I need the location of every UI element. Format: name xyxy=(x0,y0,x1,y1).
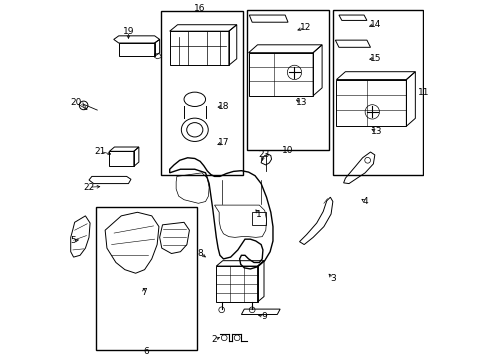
Text: 2: 2 xyxy=(212,335,218,344)
Text: 11: 11 xyxy=(417,87,429,96)
Text: 4: 4 xyxy=(362,197,368,206)
Text: 6: 6 xyxy=(144,347,149,356)
Text: 5: 5 xyxy=(71,237,76,246)
Text: 1: 1 xyxy=(256,210,262,219)
Text: 20: 20 xyxy=(70,98,81,107)
Text: 19: 19 xyxy=(122,27,134,36)
Text: 15: 15 xyxy=(370,54,382,63)
Text: 16: 16 xyxy=(195,4,206,13)
Text: 8: 8 xyxy=(197,249,203,258)
Text: 13: 13 xyxy=(296,98,307,107)
Text: 13: 13 xyxy=(371,127,383,136)
Text: 23: 23 xyxy=(258,150,270,159)
Text: 22: 22 xyxy=(83,183,95,192)
Text: 9: 9 xyxy=(262,312,268,321)
Text: 7: 7 xyxy=(141,288,147,297)
Text: 18: 18 xyxy=(218,102,229,111)
Text: 12: 12 xyxy=(299,23,311,32)
Text: 21: 21 xyxy=(94,147,105,156)
Text: 17: 17 xyxy=(218,138,229,147)
Text: 3: 3 xyxy=(330,274,336,283)
Text: 10: 10 xyxy=(282,146,293,155)
Text: 14: 14 xyxy=(370,19,382,28)
